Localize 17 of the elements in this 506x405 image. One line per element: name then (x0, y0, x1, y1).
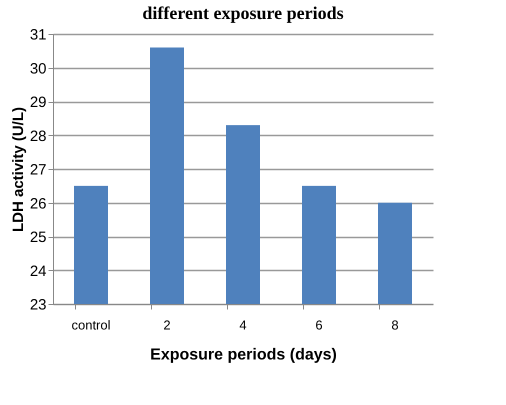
x-tick-label: 4 (239, 318, 247, 332)
y-tick-label: 31 (30, 26, 46, 44)
x-tick-label: 2 (163, 318, 171, 332)
y-tick-label: 23 (30, 296, 46, 314)
y-tick-label: 26 (30, 195, 46, 212)
x-tick-label: 8 (391, 318, 399, 332)
y-tick-label: 25 (30, 229, 46, 246)
y-axis-title: LDH activity (U/L) (10, 106, 27, 232)
y-tick-label: 28 (30, 128, 46, 145)
y-tick-label: 29 (30, 94, 46, 111)
x-axis-title: Exposure periods (days) (150, 346, 337, 364)
y-tick-label: 30 (30, 60, 46, 78)
y-tick-label: 27 (30, 162, 46, 178)
x-tick-label: control (71, 318, 111, 332)
chart-title: different exposure periods (142, 3, 344, 23)
x-tick-label: 6 (315, 318, 323, 332)
y-tick-label: 24 (30, 262, 46, 280)
